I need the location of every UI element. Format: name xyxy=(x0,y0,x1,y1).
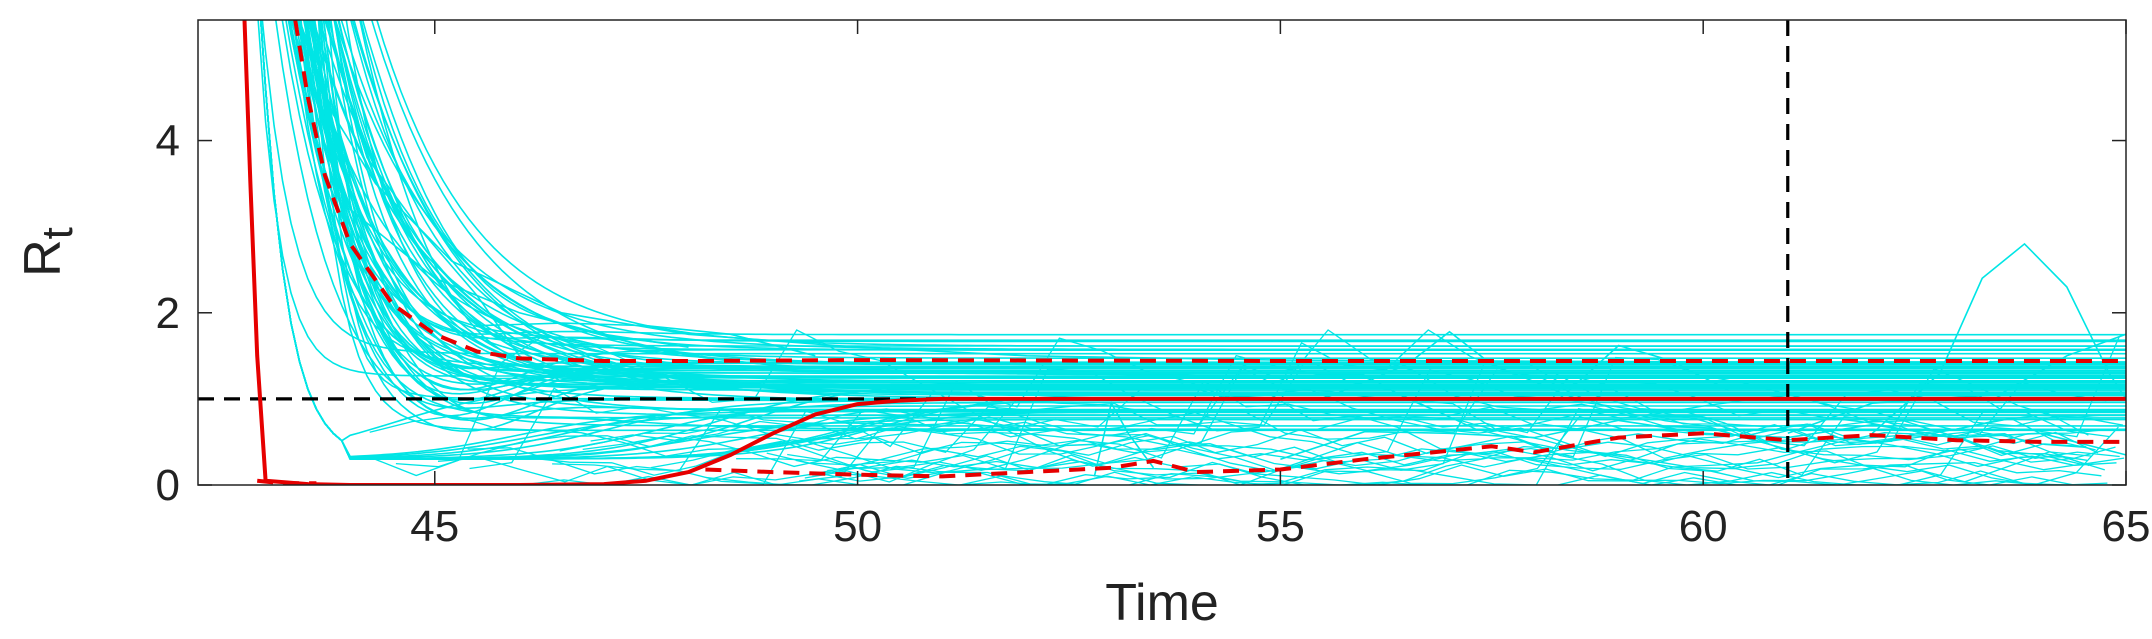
x-tick-label: 60 xyxy=(1679,502,1728,551)
ensemble-line xyxy=(795,368,2107,470)
ensemble-line xyxy=(259,20,2126,458)
y-axis-label-main: R xyxy=(14,239,72,277)
red-dashed-series-1 xyxy=(256,478,317,485)
plot-area xyxy=(198,20,2126,485)
ensemble-line xyxy=(289,20,2126,370)
x-tick-label: 45 xyxy=(410,502,459,551)
ensemble-line xyxy=(766,359,2120,471)
ensemble-line xyxy=(827,417,2096,485)
ensemble-line xyxy=(345,20,2126,378)
ensemble-line xyxy=(312,20,2126,369)
ensemble-line xyxy=(299,20,2126,372)
ensemble-line xyxy=(1322,330,1577,400)
ensemble-line xyxy=(303,20,2126,419)
ensemble-line xyxy=(1871,242,2126,434)
ensemble-line xyxy=(312,20,2126,405)
ensemble-line xyxy=(376,20,2126,347)
ensemble-line xyxy=(1558,344,1729,400)
ensemble-line xyxy=(334,20,2126,351)
ensemble-line xyxy=(1093,401,1155,477)
x-tick-label: 50 xyxy=(833,502,882,551)
ensemble-line xyxy=(477,322,816,357)
y-axis-label: Rt xyxy=(14,227,82,277)
ensemble-line xyxy=(769,438,2123,485)
ensemble-line xyxy=(298,20,2126,363)
ensemble-line xyxy=(309,20,2126,341)
x-tick-label: 65 xyxy=(2102,502,2151,551)
ensemble-line xyxy=(736,329,2090,467)
ensemble-line xyxy=(706,461,2102,485)
ensemble-line xyxy=(559,354,2125,465)
ensemble-line xyxy=(369,367,2104,457)
red-dashed-series-2 xyxy=(293,20,2126,363)
ensemble-line xyxy=(302,20,2126,431)
ensemble-line xyxy=(373,329,2108,485)
ensemble-trajectories xyxy=(257,20,2126,485)
y-axis-label-subscript: t xyxy=(33,227,82,239)
ensemble-line xyxy=(261,20,2126,355)
red-dashed-series-3 xyxy=(705,431,2126,479)
red-solid-series-0 xyxy=(242,20,2126,485)
svg-text:Rt: Rt xyxy=(14,227,82,277)
highlight-series xyxy=(242,20,2126,485)
x-axis-label: Time xyxy=(1105,574,1219,632)
plot-frame xyxy=(197,19,2127,486)
ensemble-line xyxy=(469,387,2119,485)
y-tick-label: 0 xyxy=(156,461,180,510)
ensemble-line xyxy=(799,358,2110,485)
y-tick-label: 2 xyxy=(156,289,180,338)
y-tick-label: 4 xyxy=(156,117,180,166)
ensemble-line xyxy=(328,20,2126,384)
ensemble-line xyxy=(259,20,2126,460)
x-tick-label: 55 xyxy=(1256,502,1305,551)
ensemble-line xyxy=(259,20,2126,460)
ensemble-line xyxy=(1787,333,2126,435)
ensemble-line xyxy=(361,20,2126,376)
ensemble-line xyxy=(312,20,2126,391)
axis-ticks: 45 50 55 60 65 0 2 4 xyxy=(156,20,2151,551)
ensemble-line xyxy=(467,407,2117,479)
ensemble-line xyxy=(259,20,2126,459)
ensemble-line xyxy=(437,415,2088,485)
ensemble-line xyxy=(300,20,2126,417)
ensemble-line xyxy=(259,20,2126,460)
